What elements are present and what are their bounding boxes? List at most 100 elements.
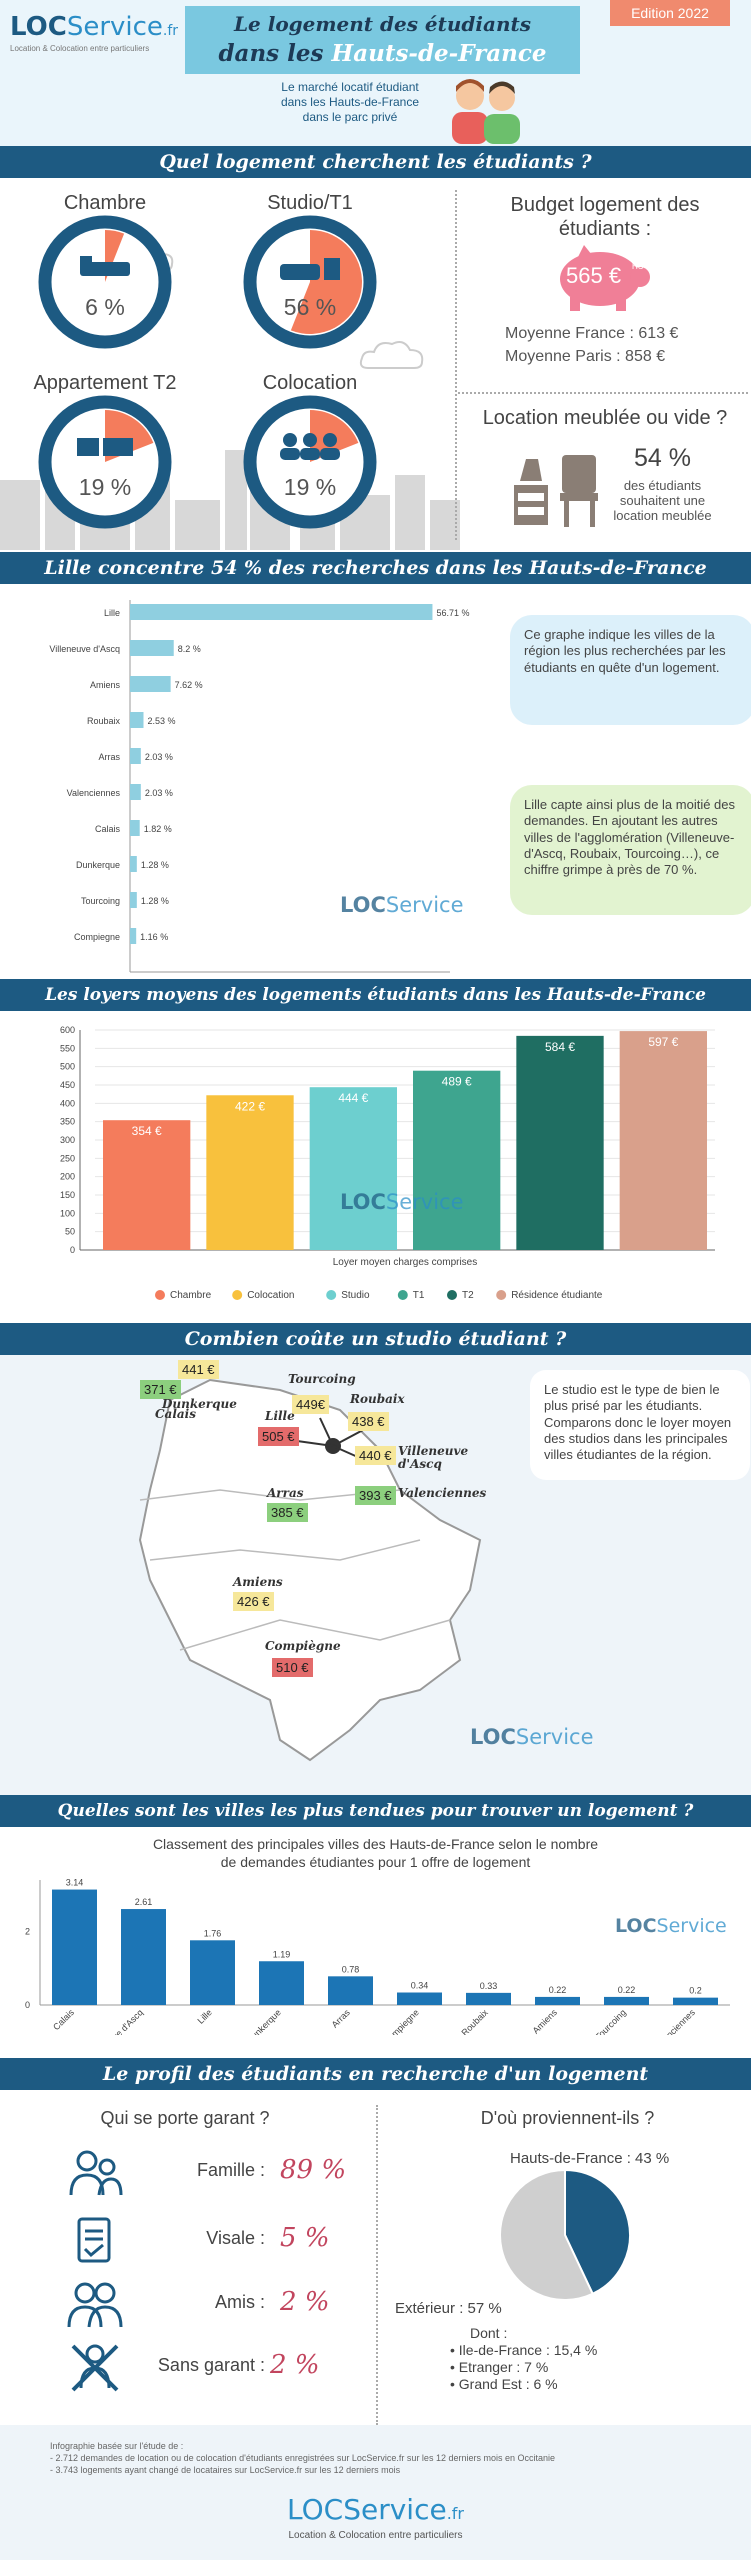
city-price: 393 €: [355, 1486, 396, 1505]
logo-tld: .fr: [162, 23, 179, 39]
title-line1: Le logement des étudiants: [233, 12, 532, 36]
bar-value-label: 2.53 %: [147, 716, 175, 726]
bar: [121, 1909, 166, 2005]
city-price: 438 €: [348, 1412, 389, 1431]
family-icon: [69, 2150, 123, 2196]
friends-icon: [67, 2282, 123, 2328]
info-bubble-blue: Ce graphe indique les villes de la régio…: [510, 615, 751, 725]
title-line2: dans les Hauts-de-France: [185, 40, 580, 67]
bar-value-label: 584 €: [545, 1040, 575, 1054]
footer-logo-loc: LOC: [287, 2493, 344, 2526]
x-tick-label: Compiegne: [381, 2007, 421, 2035]
bar: [397, 1992, 442, 2005]
logo-service: Service: [66, 12, 163, 42]
city-price: 505 €: [258, 1427, 299, 1446]
origin-3: • Grand Est : 6 %: [450, 2376, 558, 2392]
origin-title: D'où proviennent-ils ?: [480, 2108, 655, 2128]
furnished-text-2: souhaitent une: [619, 493, 706, 508]
watermark-logo: LOCService: [340, 893, 464, 917]
x-tick-label: Lille: [196, 2007, 214, 2025]
document-icon: [77, 2217, 111, 2263]
title-line2a: dans les: [218, 40, 332, 67]
average-paris: Moyenne Paris : 858 €: [505, 348, 666, 365]
bar-category: Dunkerque: [76, 860, 120, 870]
city-price: 385 €: [267, 1503, 308, 1522]
budget-value: 565 €: [566, 263, 622, 288]
origin-1-text: Ile-de-France : 15,4 %: [458, 2342, 598, 2358]
y-tick-label: 300: [60, 1135, 75, 1145]
donut-1: 56 %: [243, 215, 377, 349]
donut-title: Appartement T2: [33, 372, 177, 394]
donut-value: 56 %: [284, 294, 336, 320]
origin-pie: [499, 2168, 631, 2301]
city-price: 449€: [292, 1395, 329, 1414]
watermark-logo: LOCService: [470, 1725, 594, 1749]
bar: [130, 856, 137, 872]
section2-banner: Lille concentre 54 % des recherches dans…: [0, 552, 751, 584]
watermark-logo: LOCService: [615, 1915, 727, 1937]
legend-swatch: [496, 1290, 507, 1300]
bar-category: Calais: [95, 824, 121, 834]
bar: [130, 892, 137, 908]
footer-logo-service: Service: [343, 2493, 447, 2526]
guarantor-label: Famille :: [196, 2160, 265, 2180]
footer-logo-tld: .fr: [446, 2504, 464, 2523]
bar-category: Valenciennes: [67, 788, 121, 798]
furnished-text-3: location meublée: [613, 508, 712, 523]
bar: [52, 1889, 97, 2005]
bar-value-label: 3.14: [66, 1878, 84, 1888]
x-tick-label: Amiens: [531, 2007, 560, 2035]
legend-swatch: [447, 1290, 457, 1300]
legend-swatch: [232, 1290, 243, 1300]
city-price: 426 €: [233, 1592, 274, 1611]
bar: [619, 1031, 707, 1250]
donut-value: 19 %: [79, 474, 131, 500]
y-tick-label: 0: [25, 2000, 30, 2010]
guarantor-label: Amis :: [214, 2292, 265, 2312]
origin-1: • Ile-de-France : 15,4 %: [450, 2342, 598, 2358]
tension-subtitle-2: de demandes étudiantes pour 1 offre de l…: [220, 1854, 531, 1870]
y-tick-label: 600: [60, 1025, 75, 1035]
bar-value-label: 0.2: [689, 1986, 702, 1996]
budget-title-line2: étudiants :: [558, 218, 652, 240]
piggy-bank-icon: [560, 245, 650, 311]
bar-value-label: 8.2 %: [178, 644, 201, 654]
bar-category: Compiegne: [74, 932, 120, 942]
guarantor-value: 5 %: [280, 2223, 330, 2253]
bar-value-label: 56.71 %: [436, 608, 469, 618]
bar: [130, 928, 137, 944]
bar-value-label: 0.33: [480, 1981, 498, 1991]
y-tick-label: 250: [60, 1153, 75, 1163]
x-tick-label: Valenciennes: [652, 2007, 697, 2035]
city-name: Amiens: [233, 1575, 283, 1589]
bar: [673, 1997, 718, 2005]
donut-2: 19 %: [38, 395, 172, 529]
furnished-title: Location meublée ou vide ?: [482, 407, 728, 429]
logo[interactable]: LOCService.fr: [10, 12, 178, 42]
guarantor-title: Qui se porte garant ?: [100, 2108, 270, 2128]
bar: [130, 640, 174, 656]
bar: [604, 1996, 649, 2005]
footer: [0, 2425, 751, 2560]
bar-value-label: 0.34: [411, 1981, 429, 1991]
legend-label: Résidence étudiante: [511, 1290, 603, 1301]
section4-banner: Combien coûte un studio étudiant ?: [0, 1323, 751, 1355]
city-name: Arras: [267, 1486, 304, 1500]
y-tick-label: 400: [60, 1098, 75, 1108]
footer-logo[interactable]: LOCService.fr: [0, 2493, 751, 2526]
city-name: Tourcoing: [288, 1372, 356, 1386]
bar-category: Lille: [104, 608, 120, 618]
guarantor-value: 2 %: [280, 2287, 330, 2317]
bar-value-label: 1.16 %: [140, 932, 168, 942]
city-name: Villeneuve d'Ascq: [398, 1444, 469, 1471]
bar-value-label: 0.78: [342, 1964, 360, 1974]
legend-label: Studio: [341, 1290, 370, 1301]
apartment-icon: [77, 438, 133, 456]
legend-label: Colocation: [247, 1290, 294, 1301]
y-tick-label: 350: [60, 1117, 75, 1127]
x-tick-label: Villeneuve d'Ascq: [88, 2007, 145, 2035]
bar-value-label: 1.76: [204, 1928, 222, 1938]
bar-category: Villeneuve d'Ascq: [49, 644, 120, 654]
donut-value: 6 %: [85, 294, 125, 320]
horizontal-divider: [458, 392, 748, 394]
